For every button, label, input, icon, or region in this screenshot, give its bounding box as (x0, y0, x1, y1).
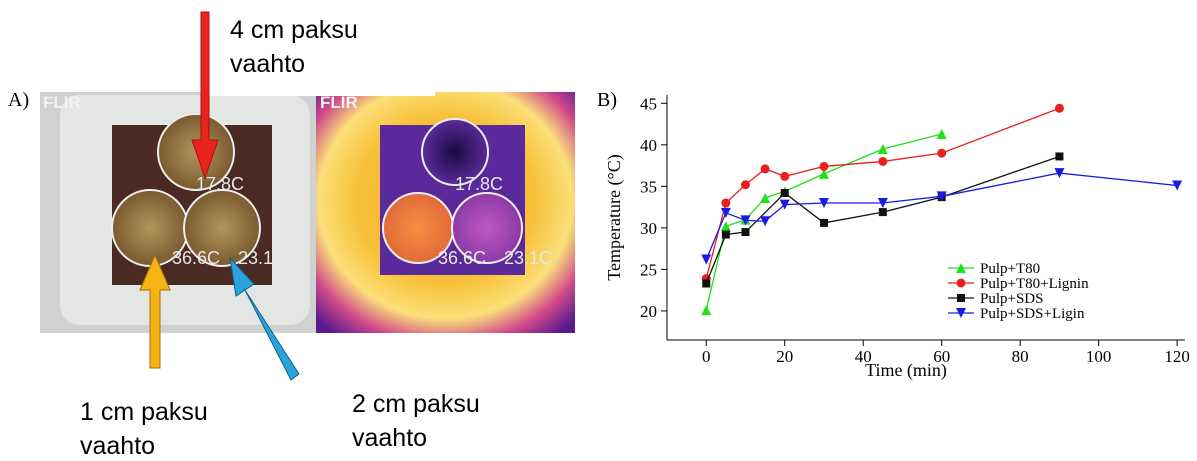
marker (720, 207, 731, 218)
marker (956, 308, 966, 318)
temperature-reading: 36.6C (172, 248, 220, 268)
legend-label: Pulp+SDS+Ligin (980, 306, 1085, 322)
legend-label: Pulp+SDS (980, 291, 1044, 307)
logo: FLIR (43, 93, 81, 112)
marker (936, 129, 947, 140)
marker (1055, 152, 1064, 161)
legend-label: Pulp+T80 (980, 261, 1040, 277)
marker (780, 189, 789, 197)
panel-label: A) (8, 89, 29, 111)
marker (741, 228, 750, 237)
marker (720, 221, 731, 232)
x-tick-label: 80 (1012, 347, 1029, 366)
marker (957, 294, 965, 302)
series-line (705, 133, 942, 311)
x-axis-label: Time (min) (865, 360, 947, 381)
annotation: 1 cm paksu (80, 398, 208, 426)
marker (878, 208, 887, 217)
arrows (139, 11, 300, 381)
marker (937, 148, 947, 158)
x-tick-label: 0 (702, 347, 711, 366)
marker (701, 254, 712, 265)
marker (956, 263, 966, 273)
marker (936, 191, 947, 202)
temperature-reading: 23.1C (504, 248, 552, 268)
temperature-reading: 17.8C (455, 174, 503, 194)
legend-label: Pulp+T80+Lignin (980, 276, 1089, 292)
x-tick-label: 60 (933, 347, 950, 366)
x-tick-label: 40 (855, 347, 872, 366)
x-tick-label: 100 (1086, 347, 1112, 366)
marker (878, 156, 888, 166)
marker (877, 143, 888, 154)
y-tick-label: 40 (640, 136, 657, 155)
marker (760, 216, 771, 227)
marker (819, 161, 829, 171)
y-tick-label: 25 (640, 260, 657, 279)
annotation: vaahto (230, 50, 305, 78)
marker (779, 199, 790, 210)
marker (877, 197, 888, 208)
x-tick-label: 120 (1164, 347, 1190, 366)
marker (760, 192, 771, 203)
logo: FLIR (320, 93, 358, 112)
annotation: 2 cm paksu (352, 390, 480, 418)
marker (701, 305, 712, 316)
series-line (705, 107, 1060, 279)
chart-title: B) (597, 89, 617, 111)
y-axis-label: Temperature (°C) (604, 154, 625, 280)
y-tick-label: 20 (640, 302, 657, 321)
y-tick-label: 35 (640, 177, 657, 196)
marker (956, 278, 966, 288)
annotation: 4 cm paksu (230, 16, 358, 44)
marker (818, 197, 829, 208)
series-line (705, 172, 1178, 260)
y-tick-label: 45 (640, 94, 657, 113)
marker (1172, 180, 1183, 191)
marker (819, 218, 828, 227)
temperature-reading: 23.1C (238, 248, 286, 268)
temperature-reading: 36.6C (438, 248, 486, 268)
marker (740, 180, 750, 190)
temperature-reading: 17.8C (196, 174, 244, 194)
marker (740, 215, 751, 226)
y-tick-label: 30 (640, 219, 657, 238)
marker (721, 198, 731, 208)
marker (818, 168, 829, 179)
marker (780, 171, 790, 181)
marker (721, 230, 730, 239)
annotation: vaahto (80, 432, 155, 460)
photo (40, 60, 575, 333)
x-tick-label: 20 (776, 347, 793, 366)
marker (702, 279, 711, 288)
annotation: vaahto (352, 424, 427, 452)
marker (760, 164, 770, 174)
marker (1054, 103, 1064, 113)
marker (1054, 168, 1065, 179)
